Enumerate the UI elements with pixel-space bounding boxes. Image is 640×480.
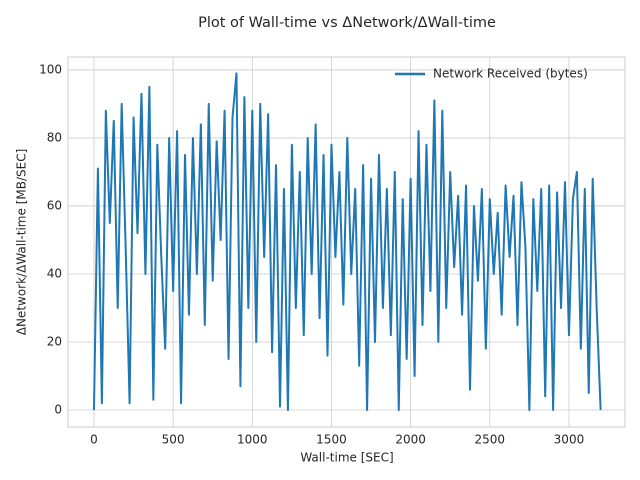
x-tick-label: 2500 [475,433,506,447]
y-tick-label: 80 [47,130,62,144]
y-tick-label: 40 [47,266,62,280]
data-line [92,72,602,411]
y-tick-label: 20 [47,334,62,348]
x-tick-label: 2000 [395,433,426,447]
x-tick-label: 3000 [554,433,585,447]
x-tick-label: 1500 [316,433,347,447]
x-axis-label: Wall-time [SEC] [300,451,393,465]
x-tick-label: 500 [162,433,185,447]
x-tick-label: 0 [90,433,98,447]
y-tick-label: 60 [47,198,62,212]
legend-label: Network Received (bytes) [433,67,588,81]
y-axis-label: ΔNetwork/ΔWall-time [MB/SEC] [15,149,29,336]
y-tick-label: 100 [39,62,62,76]
y-tick-label: 0 [54,402,62,416]
plot-frame [67,56,626,428]
x-tick-label: 1000 [237,433,268,447]
chart-title: Plot of Wall-time vs ΔNetwork/ΔWall-time [198,15,496,31]
